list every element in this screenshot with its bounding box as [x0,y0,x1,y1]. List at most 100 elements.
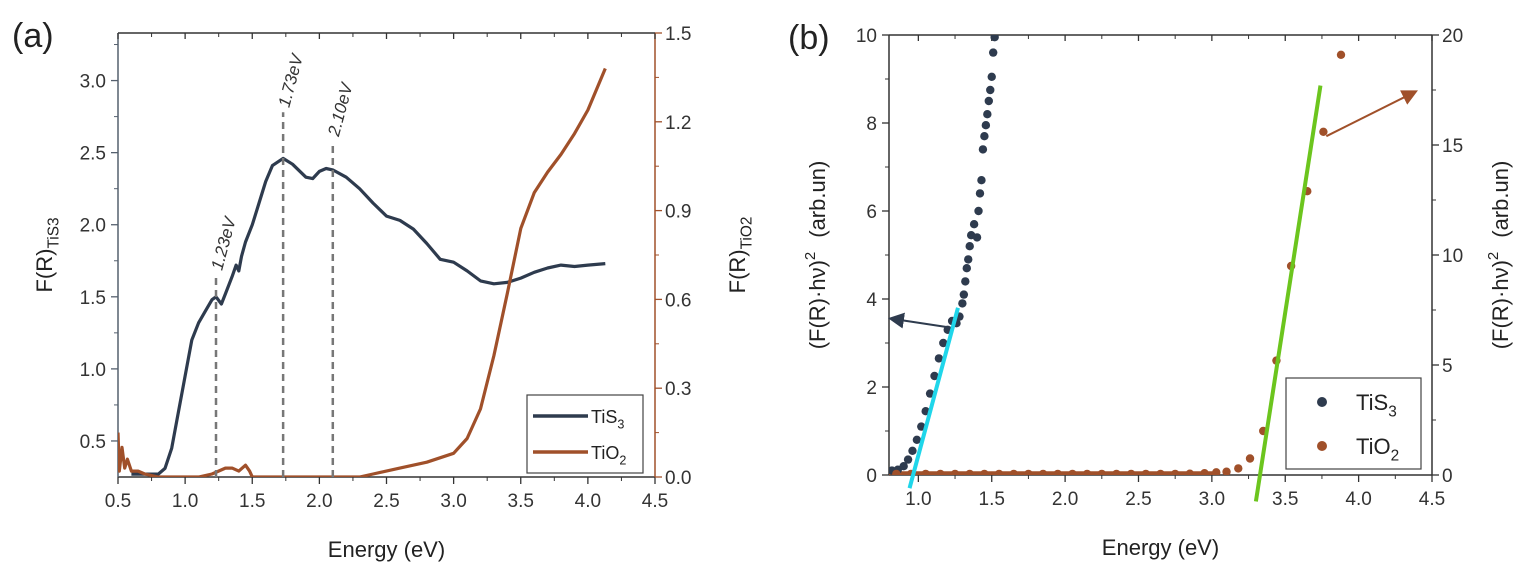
TiS3-axis-arrow [887,312,951,329]
peak-label: 1.73eV [275,51,308,110]
data-point-TiS3 [975,189,985,198]
legend-box [1285,377,1422,470]
right-y-axis-label: (F(R)·hν)2(arb.un) [1485,161,1513,350]
data-point-TiO2 [921,469,930,475]
data-point-TiS3 [977,176,986,185]
legend-label-TiS3: TiS3 [591,407,624,431]
data-point-TiS3 [925,389,935,398]
data-point-TiO2 [965,469,974,475]
x-tick-label: 4.5 [1419,489,1445,510]
right-y-tick-label: 10 [1442,246,1463,267]
left-y-tick-label: 4 [866,290,877,311]
data-point-TiS3 [961,277,970,286]
right-y-tick-label: 0 [1442,466,1453,487]
x-tick-label: 4.0 [1345,489,1371,510]
x-tick-label: 3.0 [1199,489,1225,510]
left-y-tick-label: 1.5 [80,288,106,309]
data-point-TiS3 [980,132,989,141]
data-point-TiO2 [1009,469,1018,475]
data-point-TiO2 [1156,469,1165,475]
data-point-TiO2 [1336,50,1346,59]
data-point-TiS3 [903,455,913,464]
data-point-TiO2 [994,469,1004,475]
x-tick-label: 3.5 [1272,489,1298,510]
data-point-TiS3 [962,264,971,273]
data-point-TiO2 [1319,127,1328,136]
data-point-TiO2 [1038,469,1048,475]
legend-box [526,394,644,474]
data-point-TiS3 [990,35,999,42]
data-point-TiS3 [972,233,982,242]
panel-b: 1.0 1.5 2.0 2.5 3.0 3.5 4.0 4.5024681005101520(… [788,19,1513,560]
x-tick-label: 2.5 [1125,489,1151,510]
x-tick-label: 4.0 [575,491,601,512]
fit-line-TiS3-fit [907,307,960,489]
left-y-axis-label: (F(R)·hν)2(arb.un) [802,161,830,350]
data-point-TiO2 [1097,469,1106,475]
data-point-TiS3 [978,145,988,154]
data-point-TiO2 [1024,469,1033,475]
panel-label: (a) [12,17,54,55]
right-y-tick-label: 0.6 [665,290,691,311]
data-point-TiS3 [939,338,948,348]
left-y-tick-label: 1.0 [80,360,106,381]
data-point-TiO2 [1082,469,1092,475]
legend-label-TiO2: TiO2 [1356,434,1399,465]
data-point-TiO2 [1212,468,1221,475]
series-line-TiS3 [131,156,606,476]
right-y-tick-label: 0.9 [665,202,691,223]
data-point-TiO2 [1245,454,1255,463]
left-y-tick-label: 0.5 [80,432,106,453]
x-tick-label: 1.0 [905,489,931,510]
right-y-tick-label: 0.0 [665,468,691,489]
data-point-TiS3 [969,220,979,229]
right-y-tick-label: 20 [1442,26,1463,47]
data-point-TiO2 [1222,467,1231,475]
data-point-TiS3 [959,290,969,299]
data-point-TiS3 [974,206,983,216]
data-point-TiO2 [1053,469,1062,475]
panel-label: (b) [788,19,830,57]
left-y-tick-label: 6 [866,202,877,223]
data-point-TiO2 [1141,469,1151,475]
left-y-tick-label: 2.5 [80,144,106,165]
data-point-TiO2 [1112,469,1121,475]
left-y-tick-label: 2.0 [80,216,106,237]
right-y-tick-label: 5 [1442,356,1453,377]
left-y-tick-label: 0 [866,466,877,487]
right-y-tick-label: 0.3 [665,379,691,400]
x-tick-label: 1.0 [172,491,198,512]
data-point-TiO2 [1068,469,1077,475]
data-point-TiS3 [983,110,992,119]
left-y-axis-label: F(R)TiS3 [32,217,63,292]
TiO2-axis-arrow [1325,90,1418,138]
data-point-TiO2 [980,469,989,475]
x-axis-label: Energy (eV) [1102,535,1219,560]
data-point-TiO2 [950,469,960,475]
peak-label: 1.23eV [208,214,241,273]
left-y-tick-label: 3.0 [80,72,106,93]
data-point-TiS3 [908,446,917,455]
left-y-tick-label: 8 [866,114,877,135]
data-point-TiO2 [1234,464,1243,473]
legend-marker-TiO2 [1317,441,1327,451]
data-point-TiS3 [964,255,973,264]
data-point-TiO2 [936,469,945,475]
data-point-TiS3 [984,96,993,106]
peak-label: 2.10eV [324,80,357,140]
data-point-TiS3 [930,371,939,381]
x-tick-label: 1.5 [979,489,1005,510]
x-axis-label: Energy (eV) [328,537,445,562]
data-point-TiS3 [958,299,967,308]
legend-label-TiO2: TiO2 [591,443,626,467]
left-y-tick-label: 2 [866,378,877,399]
data-point-TiO2 [1185,469,1195,475]
fit-line-TiO2-fit [1253,85,1323,502]
right-y-tick-label: 15 [1442,136,1463,157]
data-point-TiS3 [988,48,998,57]
plot-area [889,35,1346,475]
x-tick-label: 2.5 [373,491,399,512]
left-y-tick-label: 10 [856,26,877,47]
data-point-TiS3 [986,85,995,95]
